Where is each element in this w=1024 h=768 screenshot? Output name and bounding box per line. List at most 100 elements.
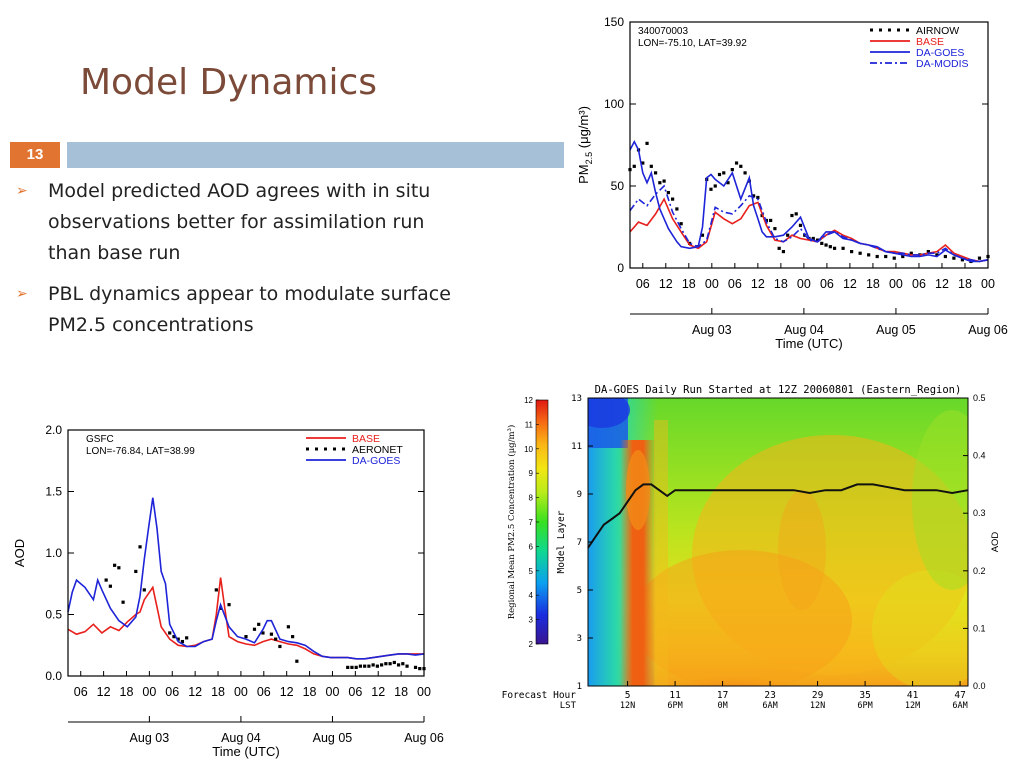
obs-point: [679, 222, 683, 226]
obs-point: [977, 256, 982, 260]
obs-point: [756, 195, 760, 200]
y-tick-label: 0.0: [45, 669, 62, 683]
y-tick-label: 50: [611, 179, 625, 193]
aod-station-label: GSFC: [86, 434, 114, 445]
obs-point: [751, 194, 756, 198]
obs-point: [418, 667, 422, 671]
colorbar-tick-label: 12: [524, 396, 533, 405]
obs-point: [909, 251, 913, 255]
series-line-base: [67, 577, 424, 660]
colorbar-tick-label: 7: [529, 518, 534, 527]
series-line-da-modis: [629, 184, 989, 263]
lst-tick-label: 12M: [905, 701, 920, 710]
layer-tick-label: 13: [571, 394, 582, 404]
obs-point: [960, 258, 965, 262]
pm25-station-label: 340070003: [638, 26, 688, 37]
x-tick-label: 00: [797, 277, 811, 291]
lst-label: LST: [560, 701, 577, 710]
pm25-plot-frame: [629, 21, 989, 269]
obs-point: [176, 637, 180, 641]
x-tick-label: 00: [417, 685, 431, 699]
date-tick-label: Aug 05: [876, 323, 916, 337]
x-tick-label: 06: [820, 277, 834, 291]
hour-tick-label: 41: [907, 690, 919, 701]
obs-point: [700, 233, 705, 237]
pm25-chart: 0 50 100 150 06 12 18 00 06 12 18 00 06 12 18 00 06 12 18 0…: [576, 15, 1008, 351]
aod-tick-label: 0.3: [973, 508, 986, 518]
title-bar: [67, 142, 564, 168]
legend-swatch-dot: [897, 28, 900, 32]
x-tick-label: 06: [165, 685, 179, 699]
bullet-text: PBL dynamics appear to modulate surface …: [48, 283, 451, 336]
date-tick-label: Aug 05: [313, 731, 353, 745]
x-tick-label: 18: [394, 685, 408, 699]
x-tick-label: 12: [97, 685, 111, 699]
legend-item-airnow: AIRNOW: [870, 25, 959, 37]
obs-point: [653, 171, 658, 175]
obs-point: [346, 665, 350, 669]
obs-point: [168, 631, 172, 635]
y-tick-label: 100: [604, 97, 624, 111]
x-tick-label: 12: [935, 277, 949, 291]
hour-tick-label: 23: [764, 690, 775, 701]
obs-point: [815, 238, 820, 242]
obs-point: [828, 245, 832, 249]
obs-point: [252, 627, 257, 631]
legend-item-base: BASE: [306, 433, 380, 445]
obs-point: [875, 254, 879, 259]
layer-tick-label: 5: [577, 586, 582, 596]
series-line-da-goes: [629, 139, 989, 263]
lst-tick-label: 6PM: [667, 701, 682, 710]
lst-tick-label: 6AM: [952, 701, 967, 710]
legend-swatch-dot: [879, 28, 882, 32]
obs-point: [943, 254, 947, 259]
obs-point: [367, 664, 371, 668]
hour-tick-label: 29: [812, 690, 824, 701]
pm25-y-label-sub: 2.5: [584, 152, 594, 165]
legend-item-aeronet: AERONET: [306, 444, 403, 456]
pm25-x-axis-label: Time (UTC): [775, 336, 842, 351]
heatmap-axes: 1357911130.00.10.20.30.40.5512N116PM170M…: [571, 393, 985, 710]
colorbar-tick-label: 11: [525, 420, 534, 429]
obs-point: [790, 213, 794, 218]
aod-y-axis-label: AOD: [12, 539, 27, 567]
colorbar-tick-label: 5: [529, 567, 534, 576]
x-tick-label: 00: [981, 277, 995, 291]
hour-tick-label: 35: [859, 690, 870, 701]
obs-point: [726, 181, 730, 185]
aod-location-label: LON=-76.84, LAT=38.99: [86, 446, 195, 457]
x-tick-label: 06: [728, 277, 742, 291]
x-tick-label: 06: [912, 277, 926, 291]
obs-point: [926, 250, 930, 254]
obs-point: [227, 603, 231, 607]
legend-swatch-dot: [306, 447, 309, 451]
legend-label: BASE: [916, 36, 944, 48]
hour-tick-label: 47: [954, 690, 965, 701]
legend-item-da-goes: DA-GOES: [306, 455, 400, 467]
x-tick-label: 00: [705, 277, 719, 291]
layer-tick-label: 9: [577, 490, 582, 500]
obs-point: [214, 588, 218, 592]
obs-point: [777, 246, 781, 250]
obs-point: [730, 168, 734, 172]
obs-point: [354, 665, 358, 669]
x-tick-label: 00: [234, 685, 248, 699]
obs-point: [658, 181, 662, 185]
heatmap-field: [588, 398, 968, 686]
heatmap-chart: DA-GOES Daily Run Started at 12Z 2006080…: [502, 384, 1001, 710]
obs-point: [380, 663, 384, 667]
legend-swatch-dot: [315, 447, 318, 451]
obs-point: [935, 253, 939, 257]
date-tick-label: Aug 03: [692, 323, 732, 337]
lst-tick-label: 0M: [717, 701, 727, 710]
obs-point: [786, 233, 790, 237]
bullet-text: Model predicted AOD agrees with in situ …: [48, 180, 431, 264]
obs-point: [180, 639, 185, 644]
obs-point: [671, 197, 675, 201]
obs-point: [688, 241, 692, 245]
legend-item-base: BASE: [870, 36, 944, 48]
slide-number: 13: [10, 142, 60, 168]
aod-plot-area: [67, 497, 426, 671]
colorbar-tick-label: 2: [529, 640, 534, 649]
